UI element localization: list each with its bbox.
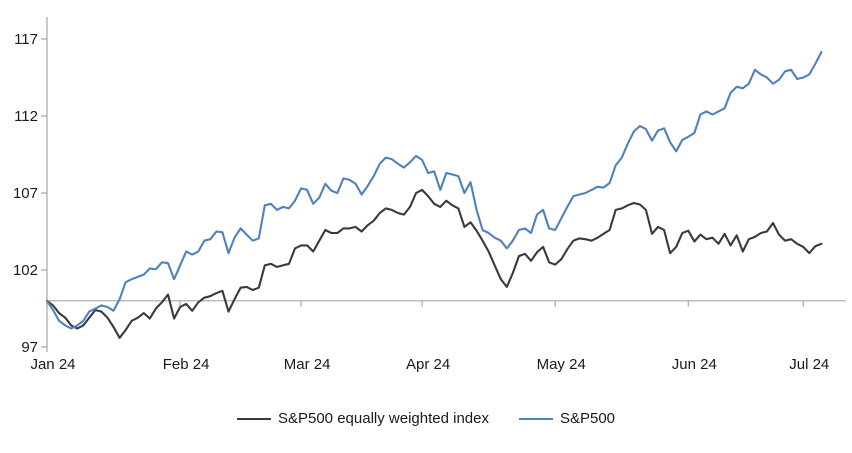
x-tick-label-Apr 24: Apr 24 <box>406 356 450 373</box>
y-axis-labels: 97 102 107 112 117 <box>13 31 38 356</box>
legend-label-equal-weight: S&P500 equally weighted index <box>277 410 489 427</box>
x-axis-labels: Jan 24 Feb 24 Mar 24 Apr 24 May 24 Jun 24 Jul … <box>30 356 829 373</box>
y-tick-label-97: 97 <box>21 339 38 356</box>
legend-item-sp500: S&P500 <box>518 410 616 427</box>
x-axis-ticks <box>46 300 804 307</box>
y-tick-label-107: 107 <box>13 185 38 202</box>
x-tick-label-May 24: May 24 <box>537 356 586 373</box>
legend-line-swatch-equal-weight <box>236 417 271 420</box>
y-tick-label-117: 117 <box>14 31 38 48</box>
y-tick-label-112: 112 <box>14 108 38 125</box>
legend-line-swatch-sp500 <box>518 417 553 420</box>
y-axis: 97 102 107 112 117 <box>13 17 48 356</box>
chart-legend: S&P500 equally weighted index S&P500 <box>0 410 852 427</box>
plot-series <box>45 51 823 339</box>
legend-item-equal-weight: S&P500 equally weighted index <box>236 410 489 427</box>
y-tick-label-102: 102 <box>13 262 38 279</box>
x-tick-label-Jul 24: Jul 24 <box>789 356 829 373</box>
x-tick-label-Jan 24: Jan 24 <box>30 356 75 373</box>
x-axis: Jan 24 Feb 24 Mar 24 Apr 24 May 24 Jun 24 Jul … <box>30 300 846 373</box>
x-tick-label-Jun 24: Jun 24 <box>672 356 717 373</box>
line-sp500 <box>45 51 823 330</box>
line-sp500-equal-weighted <box>45 188 823 339</box>
x-tick-label-Mar 24: Mar 24 <box>284 356 331 373</box>
x-tick-label-Feb 24: Feb 24 <box>163 356 210 373</box>
y-axis-ticks <box>41 38 47 348</box>
legend-label-sp500: S&P500 <box>559 410 616 427</box>
